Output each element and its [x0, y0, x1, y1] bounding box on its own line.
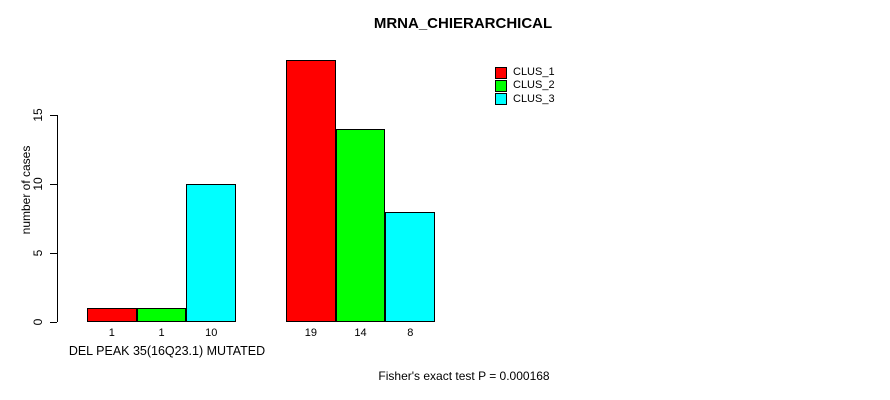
bar-clus_1-group2	[286, 60, 336, 322]
y-tick-label: 0	[31, 318, 45, 326]
bar-clus_2-group2	[335, 129, 386, 322]
legend-item-clus_2: CLUS_2	[495, 79, 555, 93]
legend-swatch-icon	[495, 66, 507, 79]
legend-item-clus_3: CLUS_3	[495, 93, 555, 106]
bar-value-label: 14	[354, 327, 367, 339]
y-tick-label: 15	[31, 108, 45, 123]
legend: CLUS_1 CLUS_2 CLUS_3	[495, 66, 555, 106]
y-tick	[50, 253, 57, 255]
y-axis-line	[57, 115, 58, 322]
legend-item-clus_1: CLUS_1	[495, 66, 555, 79]
bar-value-label: 19	[304, 327, 317, 339]
chart-title: MRNA_CHIERARCHICAL	[373, 15, 553, 32]
bar-clus_3-group1	[186, 184, 237, 322]
legend-label: CLUS_2	[513, 79, 555, 92]
bar-clus_1-group1	[87, 308, 137, 322]
legend-label: CLUS_3	[513, 92, 555, 105]
bar-value-label: 1	[158, 327, 165, 339]
y-tick	[50, 115, 57, 117]
bar-value-label: 8	[407, 327, 414, 339]
bar-clus_3-group2	[385, 211, 436, 322]
legend-swatch-icon	[495, 80, 507, 93]
fisher-test-annotation: Fisher's exact test P = 0.000168	[378, 369, 550, 383]
y-tick-label: 5	[31, 249, 45, 257]
legend-label: CLUS_1	[513, 66, 555, 78]
bar-clus_2-group1	[136, 308, 187, 322]
bar-value-label: 1	[108, 327, 115, 339]
bar-value-label: 10	[205, 327, 218, 339]
y-tick	[50, 184, 57, 186]
y-tick-label: 10	[31, 177, 45, 191]
x-axis-title: DEL PEAK 35(16Q23.1) MUTATED	[68, 344, 266, 358]
legend-swatch-icon	[495, 93, 507, 106]
y-tick	[50, 322, 57, 323]
